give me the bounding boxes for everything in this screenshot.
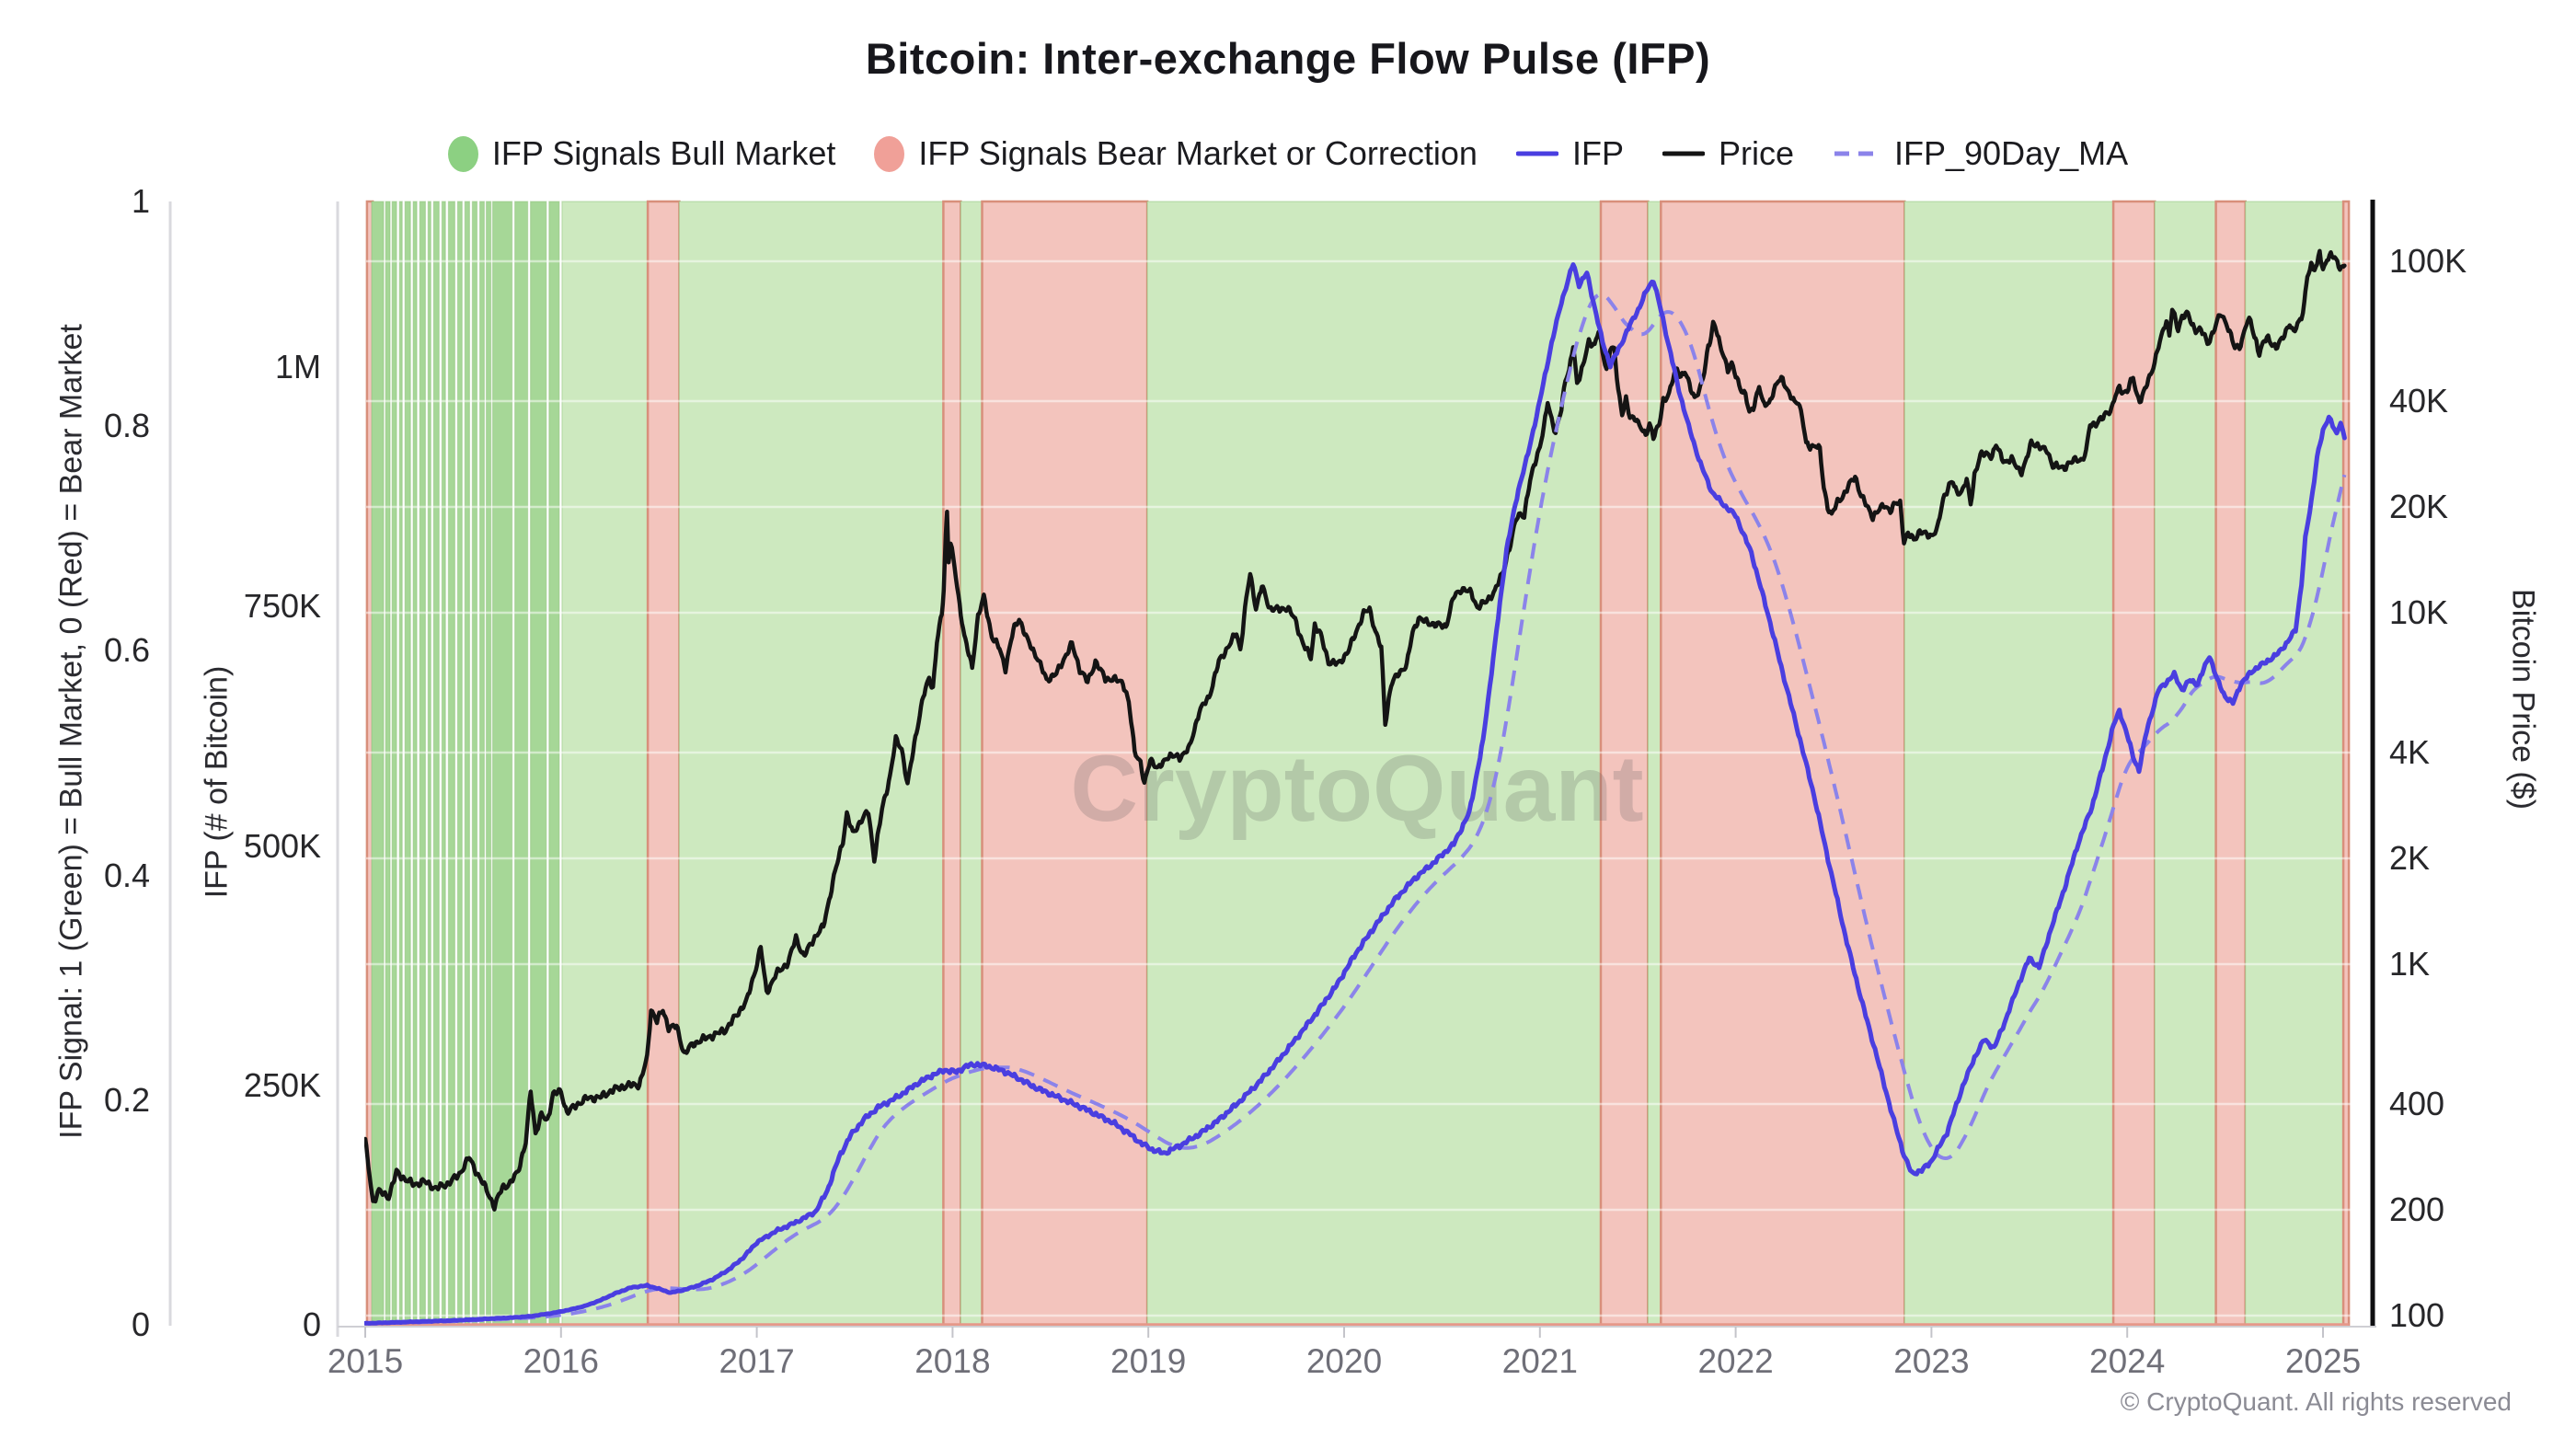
price-axis-tick-label: 2K: [2389, 839, 2431, 877]
x-axis-tick-label: 2021: [1501, 1342, 1578, 1380]
x-axis-tick-label: 2023: [1893, 1342, 1970, 1380]
bull-signal-band: [529, 201, 547, 1327]
bull-signal-band: [471, 201, 478, 1327]
price-axis-tick-label: 10K: [2389, 593, 2449, 631]
bull-signal-band: [447, 201, 455, 1327]
bear-signal-band: [942, 200, 962, 1328]
legend-item-price[interactable]: Price: [1662, 134, 1794, 173]
price-axis-tick-label: 1K: [2389, 945, 2431, 983]
bull-signal-band: [491, 201, 513, 1327]
bear-signal-dot-icon: [874, 135, 905, 172]
ifp-axis-tick-label: 1M: [274, 348, 321, 385]
ifp-line: [364, 262, 2347, 1326]
legend: IFP Signals Bull Market IFP Signals Bear…: [0, 134, 2576, 173]
legend-item-bear-signal[interactable]: IFP Signals Bear Market or Correction: [874, 134, 1478, 173]
ifp-axis-tick-label: 0: [302, 1305, 321, 1343]
bear-signal-band: [646, 200, 681, 1328]
legend-label: IFP: [1571, 134, 1624, 172]
watermark: CryptoQuant: [1070, 736, 1643, 841]
bear-signal-band: [2214, 200, 2247, 1328]
price-line: [364, 248, 2347, 1212]
bull-signal-band: [419, 201, 427, 1327]
copyright-notice: © CryptoQuant. All rights reserved: [2120, 1387, 2512, 1416]
bear-signal-band: [981, 200, 1149, 1328]
price-axis-tick-label: 100: [2389, 1296, 2445, 1334]
x-axis-tick-label: 2022: [1697, 1342, 1774, 1380]
bear-signal-band: [2341, 200, 2351, 1328]
x-axis-tick-label: 2016: [523, 1342, 599, 1380]
dashed-line-swatch-icon: [1834, 151, 1879, 156]
x-axis-tick-label: 2019: [1110, 1342, 1187, 1380]
bull-signal-band: [2154, 201, 2217, 1327]
legend-item-bull-signal[interactable]: IFP Signals Bull Market: [447, 134, 836, 173]
ifp-axis-tick-label: 500K: [243, 826, 321, 865]
signal-axis-tick-label: 0: [131, 1305, 150, 1343]
line-swatch-icon: [1662, 151, 1705, 156]
legend-item-ifp[interactable]: IFP: [1515, 134, 1624, 173]
bull-signal-band: [478, 201, 486, 1327]
price-axis-tick-label: 20K: [2389, 488, 2449, 525]
bull-signal-band: [385, 201, 391, 1327]
legend-label: IFP Signals Bull Market: [491, 134, 836, 172]
bull-signal-band: [1647, 201, 1662, 1327]
bull-signal-band: [427, 201, 431, 1327]
bull-signal-band: [1903, 201, 2114, 1327]
bull-signal-band: [548, 201, 560, 1327]
legend-label: IFP Signals Bear Market or Correction: [918, 134, 1478, 172]
bull-signal-band: [960, 201, 983, 1327]
ifp-axis-tick-label: 250K: [243, 1065, 321, 1104]
x-axis-tick-label: 2015: [327, 1342, 404, 1380]
x-axis-tick-label: 2017: [719, 1342, 795, 1380]
ifp-axis-tick-label: 750K: [243, 587, 321, 626]
bull-signal-band: [2245, 201, 2344, 1327]
price-axis-tick-label: 4K: [2389, 733, 2431, 771]
bull-signal-dot-icon: [447, 135, 478, 172]
bull-signal-band: [371, 201, 385, 1327]
signal-axis-tick-label: 0.2: [103, 1080, 150, 1119]
signal-axis-tick-label: 0.4: [103, 856, 150, 894]
price-axis-tick-label: 100K: [2389, 242, 2467, 280]
bull-signal-band: [432, 201, 440, 1327]
line-swatch-icon: [1515, 151, 1558, 156]
legend-label: IFP_90Day_MA: [1894, 134, 2129, 172]
legend-item-ifp-90day-ma[interactable]: IFP_90Day_MA: [1833, 134, 2128, 173]
bull-signal-band: [561, 201, 649, 1327]
signal-axis-title: IFP Signal: 1 (Green) = Bull Market, 0 (…: [53, 324, 89, 1139]
x-axis-tick-label: 2024: [2089, 1342, 2166, 1380]
bull-signal-band: [398, 201, 403, 1327]
bull-signal-band: [485, 201, 492, 1327]
price-axis-tick-label: 200: [2389, 1190, 2445, 1228]
bull-signal-band: [678, 201, 944, 1327]
bull-signal-band: [456, 201, 463, 1327]
price-axis-tick-label: 400: [2389, 1085, 2445, 1122]
bull-signal-band: [404, 201, 411, 1327]
ifp-90day-ma-line: [365, 293, 2347, 1326]
bull-signal-band: [391, 201, 397, 1327]
x-axis-tick-label: 2020: [1305, 1342, 1383, 1380]
signal-axis-tick-label: 0.8: [103, 407, 150, 445]
bull-signal-band: [412, 201, 418, 1327]
page-title: Bitcoin: Inter-exchange Flow Pulse (IFP): [865, 34, 1711, 83]
legend-label: Price: [1718, 134, 1794, 172]
price-axis-tick-label: 40K: [2389, 382, 2449, 420]
signal-axis-tick-label: 0.6: [103, 631, 150, 670]
bull-signal-band: [1146, 201, 1602, 1327]
x-axis-tick-label: 2025: [2284, 1342, 2362, 1380]
x-axis-tick-label: 2018: [914, 1342, 991, 1380]
signal-axis-tick-label: 1: [131, 182, 150, 220]
bull-signal-band: [441, 201, 446, 1327]
